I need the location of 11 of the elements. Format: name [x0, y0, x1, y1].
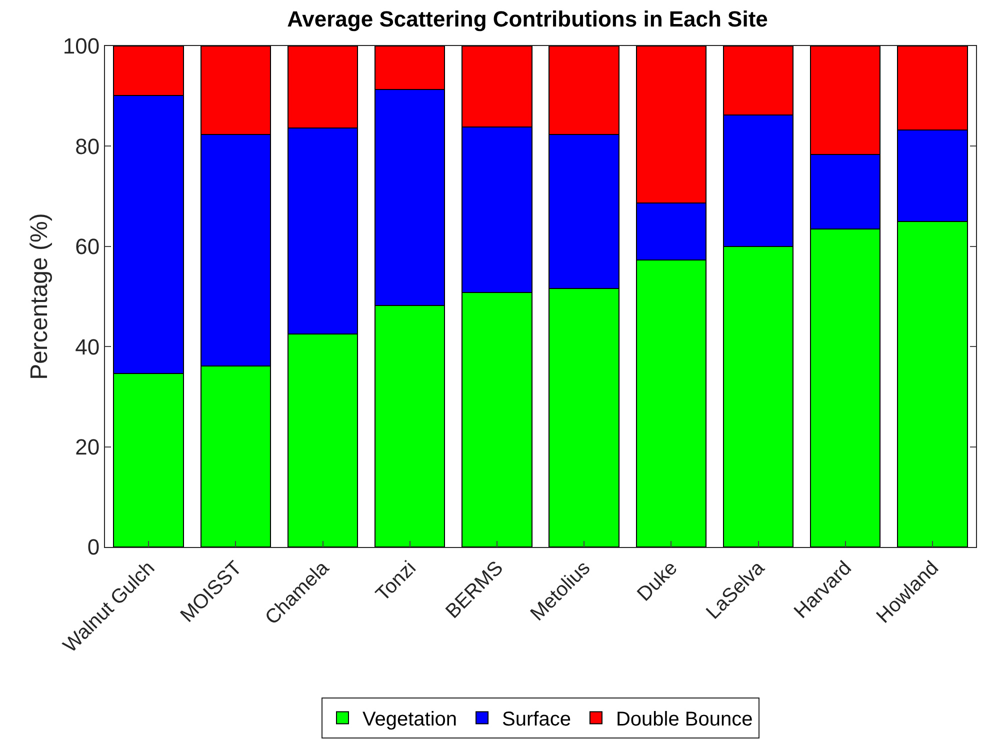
y-tick-label: 80	[75, 134, 100, 159]
y-tick-label: 100	[62, 34, 100, 59]
y-tick-label: 20	[75, 434, 100, 460]
legend-label: Surface	[502, 708, 571, 731]
legend-label: Double Bounce	[616, 708, 753, 731]
legend-label: Vegetation	[362, 708, 458, 731]
chart-title: Average Scattering Contributions in Each Site	[287, 6, 768, 32]
y-tick-label: 40	[75, 334, 100, 360]
y-axis-title: Percentage (%)	[26, 213, 53, 380]
y-tick-label: 0	[87, 534, 100, 560]
y-tick-label: 60	[75, 234, 100, 260]
